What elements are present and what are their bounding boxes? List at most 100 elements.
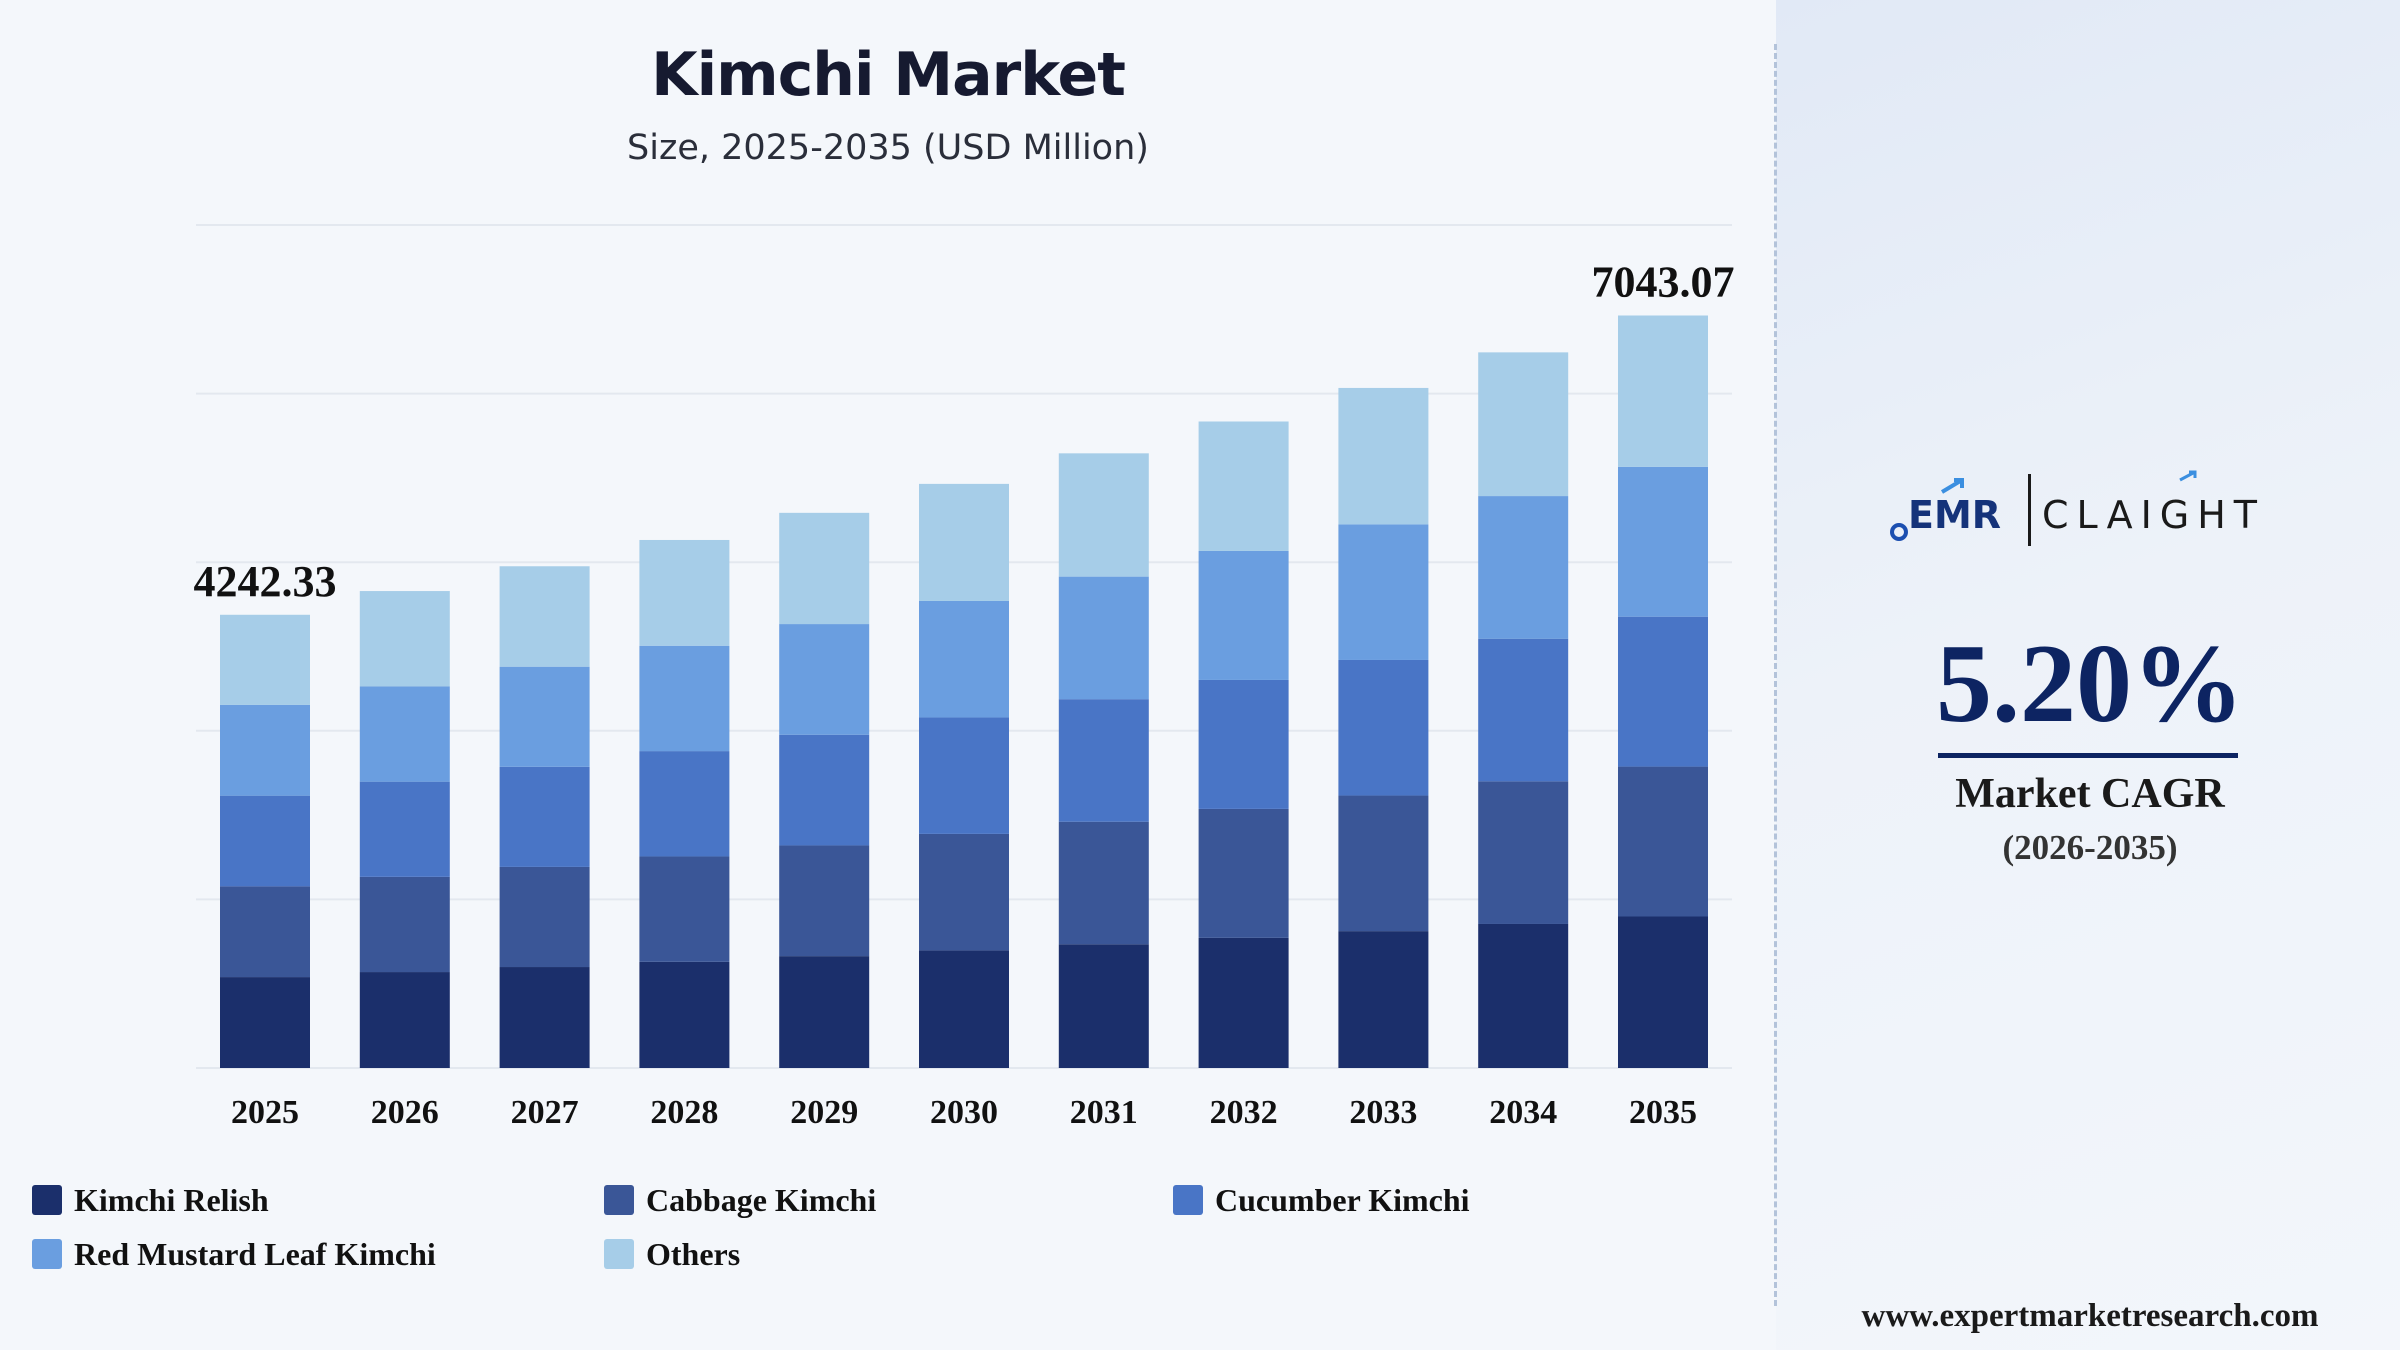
bar-segment: [779, 845, 870, 957]
x-tick-label: 2035: [1629, 1094, 1697, 1131]
bar-segment: [919, 833, 1009, 951]
bar-segment: [1058, 821, 1149, 945]
bar-segment: [1198, 679, 1289, 809]
bar-segment: [220, 977, 310, 1068]
data-label: 7043.07: [1592, 257, 1735, 306]
bar-segment: [1338, 387, 1429, 525]
bar-segment: [1198, 550, 1289, 680]
bar-segment: [779, 734, 870, 846]
legend-label: Cucumber Kimchi: [1215, 1181, 1470, 1218]
bar-segment: [220, 886, 310, 978]
legend-item-red-mustard-leaf-kimchi: Red Mustard Leaf Kimchi: [32, 1234, 436, 1274]
bar-segment: [1618, 916, 1708, 1068]
legend-swatch: [32, 1239, 62, 1269]
cagr-period: (2026-2035): [2002, 828, 2178, 867]
x-tick-label: 2031: [1070, 1094, 1138, 1131]
x-tick-label: 2034: [1489, 1094, 1557, 1131]
bar-segment: [359, 781, 450, 877]
logo-separator: [2028, 474, 2031, 546]
bar-segment: [779, 624, 870, 735]
legend-label: Kimchi Relish: [74, 1181, 269, 1218]
bar-segment: [919, 950, 1009, 1068]
bar-segment: [1058, 453, 1149, 577]
x-tick-label: 2032: [1210, 1094, 1278, 1131]
bar-segment: [1478, 352, 1569, 497]
x-tick-label: 2030: [930, 1094, 998, 1131]
bar-segment: [1338, 931, 1429, 1068]
cagr-label: Market CAGR: [1955, 771, 2225, 817]
logo-emr-text: EMR: [1908, 493, 2001, 537]
x-tick-label: 2029: [790, 1094, 858, 1131]
bar-segment: [1618, 315, 1708, 467]
bar-segment: [499, 566, 590, 667]
bar-segment: [1618, 616, 1708, 767]
bar-segment: [639, 856, 730, 962]
bar-segment: [779, 956, 870, 1068]
bar-segment: [499, 866, 590, 968]
bar-segment: [1198, 937, 1289, 1068]
x-tick-label: 2027: [511, 1094, 579, 1131]
bar-segment: [1478, 923, 1569, 1068]
logo-arrow-icon: [1940, 478, 1964, 494]
bar-segment: [359, 591, 450, 687]
bar-segment: [220, 795, 310, 887]
bar-segment: [919, 717, 1009, 834]
logo-claight-text: CLAIGHT: [2042, 493, 2265, 537]
bar-segment: [639, 645, 730, 752]
bar-segment: [499, 967, 590, 1068]
bar-segment: [1338, 795, 1429, 932]
cagr-value: 5.20%: [1936, 622, 2244, 746]
legend-label: Red Mustard Leaf Kimchi: [74, 1235, 436, 1272]
bar-segment: [499, 766, 590, 867]
website-url: www.expertmarketresearch.com: [1861, 1298, 2319, 1334]
bar-segment: [1478, 638, 1569, 782]
bar-segment: [639, 539, 730, 646]
bar-segment: [1478, 781, 1569, 924]
bar-segment: [1338, 524, 1429, 660]
chart-subtitle: Size, 2025-2035 (USD Million): [627, 128, 1149, 168]
legend-swatch: [604, 1239, 634, 1269]
bar-segment: [639, 751, 730, 857]
bar-segment: [1058, 944, 1149, 1068]
bar-segment: [359, 876, 450, 973]
legend-label: Cabbage Kimchi: [646, 1181, 877, 1218]
bar-segment: [359, 972, 450, 1068]
panel-divider: [1774, 44, 1777, 1306]
legend-swatch: [32, 1185, 62, 1215]
stacked-bar-chart: 2025 2026 2027 2028 2029 2030 2031 2032 2033 2034…: [194, 224, 1735, 1131]
bar-segment: [220, 614, 310, 705]
bar-segment: [1338, 659, 1429, 796]
legend-item-kimchi-relish: Kimchi Relish: [32, 1180, 269, 1220]
bar-segment: [639, 961, 730, 1068]
x-tick-label: 2028: [650, 1094, 718, 1131]
legend-item-cucumber-kimchi: Cucumber Kimchi: [1173, 1180, 1470, 1220]
bar-segment: [1478, 496, 1569, 639]
logo-arrow-small-icon: [2179, 470, 2197, 482]
bar-segment: [919, 483, 1009, 601]
bar-segment: [359, 686, 450, 782]
info-panel: [1776, 0, 2400, 1350]
legend-label: Others: [646, 1235, 741, 1272]
bar-segment: [220, 704, 310, 796]
legend-swatch: [1173, 1185, 1203, 1215]
bar-segment: [779, 512, 870, 625]
bar-segment: [1058, 699, 1149, 822]
bar-segment: [1058, 576, 1149, 700]
bar-segment: [1198, 808, 1289, 938]
bar-segment: [1618, 766, 1708, 917]
cagr-underline: [1938, 753, 2238, 758]
bar-segment: [1618, 466, 1708, 617]
x-tick-label: 2033: [1349, 1094, 1417, 1131]
chart-title: Kimchi Market: [651, 40, 1126, 110]
x-tick-label: 2025: [231, 1094, 299, 1131]
x-tick-label: 2026: [371, 1094, 439, 1131]
legend-swatch: [604, 1185, 634, 1215]
bar-segment: [499, 666, 590, 767]
legend-item-others: Others: [604, 1234, 740, 1274]
logo-dot-icon: [1890, 523, 1908, 541]
bar-segment: [1198, 421, 1289, 551]
emr-claight-logo: EMR CLAIGHT: [1890, 470, 2265, 546]
data-label: 4242.33: [194, 557, 337, 606]
legend-item-cabbage-kimchi: Cabbage Kimchi: [604, 1180, 876, 1220]
bar-segment: [919, 600, 1009, 718]
